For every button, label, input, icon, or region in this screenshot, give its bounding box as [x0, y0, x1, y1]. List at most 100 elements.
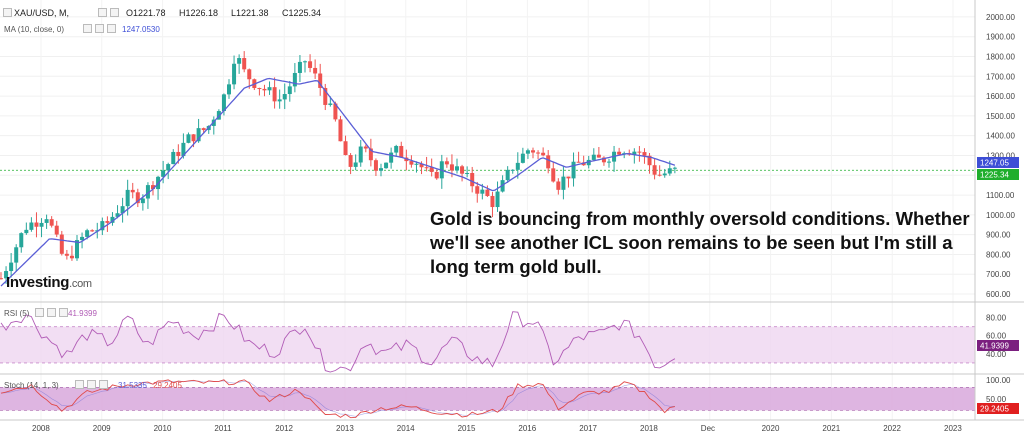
stoch-marker-text: 29.2405	[980, 405, 1009, 414]
candle-body	[303, 61, 307, 63]
candle-body	[596, 154, 601, 158]
stoch-k-line	[0, 379, 675, 419]
rsi-band	[0, 326, 975, 364]
candle-body	[69, 255, 74, 259]
candle-body	[465, 173, 470, 175]
ma-marker: 1247.05	[977, 157, 1019, 168]
candle-body	[373, 160, 378, 171]
candle-body	[9, 262, 14, 272]
candle-body	[536, 152, 541, 154]
stoch-tick: 50.00	[986, 395, 1007, 404]
rsi-remove-icon[interactable]	[59, 308, 68, 317]
price-tick: 1700.00	[986, 72, 1015, 81]
rsi-tick: 60.00	[986, 332, 1007, 341]
time-tick: 2014	[397, 424, 415, 433]
collapse-legend-icon[interactable]	[3, 8, 12, 17]
price-tick: 1100.00	[986, 191, 1015, 200]
candle-body	[485, 189, 490, 197]
candle-body	[429, 167, 434, 172]
candle-body	[39, 222, 44, 227]
candle-body	[44, 219, 49, 223]
candle-body	[384, 162, 389, 169]
legend-header: XAU/USD, M, O1221.78 H1226.18 L1221.38 C…	[4, 8, 321, 390]
candle-body	[29, 222, 34, 230]
candle-body	[601, 157, 606, 163]
candle-body	[191, 134, 196, 142]
candle-body	[49, 219, 54, 226]
stoch-axis-ticks: 50.00 100.00	[986, 376, 1011, 404]
candle-body	[4, 271, 9, 279]
annotation-text: Gold is bouncing from monthly oversold c…	[430, 208, 970, 277]
candles	[0, 51, 677, 284]
stoch-band	[0, 387, 975, 411]
candle-body	[267, 87, 272, 91]
candle-body	[586, 159, 591, 166]
candle-body	[343, 141, 348, 156]
stoch-d-line	[0, 380, 675, 417]
candle-body	[348, 155, 353, 167]
candle-body	[581, 162, 586, 166]
candle-body	[75, 240, 79, 259]
candle-body	[110, 216, 115, 223]
candle-body	[520, 153, 525, 163]
rsi-label: RSI (5)	[4, 309, 30, 318]
ohlc-close: C1225.34	[282, 8, 321, 18]
candle-body	[80, 236, 85, 241]
stoch-remove-icon[interactable]	[99, 380, 108, 389]
candle-body	[323, 87, 328, 105]
time-tick: 2010	[154, 424, 172, 433]
candle-body	[297, 61, 302, 73]
candle-body	[363, 146, 368, 149]
ohlc-open: O1221.78	[126, 8, 166, 18]
candle-body	[546, 155, 551, 169]
price-tick: 1600.00	[986, 92, 1015, 101]
stoch-hide-icon[interactable]	[87, 380, 96, 389]
ma-hide-icon[interactable]	[95, 24, 104, 33]
candle-body	[211, 119, 216, 126]
rsi-axis-ticks: 40.00 60.00 80.00	[986, 314, 1007, 359]
candle-body	[292, 72, 297, 87]
time-axis-ticks: 2008 2009 2010 2011 2012 2013 2014 2015 2016 2017…	[32, 424, 962, 433]
candle-body	[657, 174, 662, 176]
candle-body	[161, 170, 166, 177]
hide-icon[interactable]	[110, 8, 119, 17]
candle-body	[90, 230, 95, 232]
settings-icon[interactable]	[98, 8, 107, 17]
candle-body	[282, 94, 287, 100]
candle-body	[277, 99, 282, 102]
rsi-tick: 80.00	[986, 314, 1007, 323]
time-tick: 2023	[944, 424, 962, 433]
rsi-hide-icon[interactable]	[47, 308, 56, 317]
candle-body	[0, 278, 3, 280]
stoch-settings-icon[interactable]	[75, 380, 84, 389]
candle-body	[394, 145, 399, 153]
ma-marker-text: 1247.05	[980, 159, 1009, 168]
candle-body	[333, 103, 338, 120]
candle-body	[637, 151, 642, 153]
candle-body	[140, 198, 145, 204]
candle-body	[176, 151, 181, 157]
candle-body	[642, 152, 647, 156]
ma-settings-icon[interactable]	[83, 24, 92, 33]
candle-body	[409, 161, 414, 165]
ma-value: 1247.0530	[122, 25, 160, 34]
candle-body	[85, 230, 90, 237]
candle-body	[455, 166, 459, 171]
candle-body	[338, 119, 343, 142]
candle-body	[227, 84, 231, 95]
stoch-marker: 29.2405	[977, 403, 1019, 414]
logo-brand: Investing	[6, 274, 70, 291]
rsi-settings-icon[interactable]	[35, 308, 44, 317]
price-tick: 1300.00	[986, 151, 1015, 160]
rsi-tick: 40.00	[986, 350, 1007, 359]
ohlc-high: H1226.18	[179, 8, 218, 18]
candle-body	[262, 88, 267, 91]
time-tick: 2022	[883, 424, 901, 433]
price-tick: 2000.00	[986, 13, 1015, 22]
candle-body	[368, 148, 373, 161]
candle-body	[556, 181, 561, 190]
candle-body	[358, 146, 363, 163]
ma-remove-icon[interactable]	[107, 24, 116, 33]
candle-body	[460, 166, 465, 174]
